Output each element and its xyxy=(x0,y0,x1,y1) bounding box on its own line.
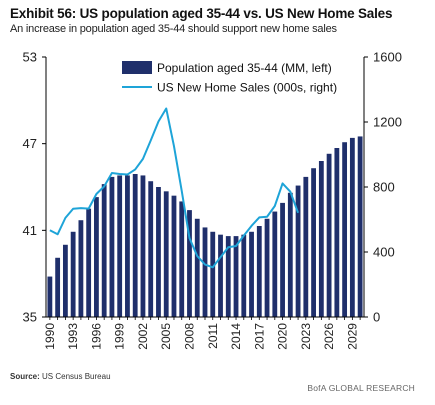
x-tick-label: 2005 xyxy=(159,323,173,350)
x-tick-label: 2023 xyxy=(299,323,313,350)
bar-1997 xyxy=(101,184,107,317)
bar-1996 xyxy=(94,197,99,317)
bar-2029 xyxy=(349,137,355,317)
bar-2004 xyxy=(156,187,161,317)
chart-axes: 35 41 47 53 0 400 800 1200 1600 1990 1993 1996 1999 2… xyxy=(23,50,402,350)
bar-1990 xyxy=(47,276,53,317)
x-tick-label: 1993 xyxy=(66,323,80,350)
x-tick-label: 2017 xyxy=(252,323,266,350)
x-tick-label: 2020 xyxy=(276,323,290,350)
y-left-tick-label: 53 xyxy=(23,50,37,65)
chart-title: Exhibit 56: US population aged 35-44 vs.… xyxy=(10,6,393,21)
x-tick-label: 2011 xyxy=(206,323,220,349)
y-right-tick-label: 1600 xyxy=(373,50,402,65)
source-note: Source: US Census Bureau xyxy=(10,372,111,381)
bar-2011 xyxy=(210,231,216,317)
chart-legend: Population aged 35-44 (MM, left) US New H… xyxy=(122,61,337,95)
legend-label-home-sales: US New Home Sales (000s, right) xyxy=(157,81,337,95)
source-text: US Census Bureau xyxy=(42,372,111,381)
bar-2030 xyxy=(357,136,363,317)
bar-2022 xyxy=(295,185,301,317)
bar-2003 xyxy=(148,181,154,317)
x-tick-label: 1996 xyxy=(89,323,103,350)
y-right-tick-label: 1200 xyxy=(373,115,402,130)
bar-1995 xyxy=(86,208,92,317)
bar-2002 xyxy=(140,175,146,317)
bar-2008 xyxy=(187,210,192,317)
bar-2026 xyxy=(326,153,332,317)
bar-2010 xyxy=(202,227,208,317)
bar-1998 xyxy=(109,176,115,317)
bar-2023 xyxy=(303,176,309,317)
x-tick-label: 2008 xyxy=(182,323,196,350)
x-tick-label: 2014 xyxy=(229,323,243,350)
bar-2021 xyxy=(287,192,293,317)
chart-subtitle: An increase in population aged 35-44 sho… xyxy=(10,23,337,35)
bar-2025 xyxy=(318,161,324,317)
bar-2006 xyxy=(171,195,177,317)
x-tick-label: 2026 xyxy=(322,323,336,350)
bar-2013 xyxy=(225,236,231,317)
line-series xyxy=(49,107,300,269)
bar-2009 xyxy=(194,218,200,317)
bar-1999 xyxy=(117,175,123,317)
bar-1993 xyxy=(70,231,76,317)
credit-text: BofA GLOBAL RESEARCH xyxy=(307,383,415,393)
x-tick-label: 1999 xyxy=(113,323,127,350)
bar-1992 xyxy=(62,244,68,317)
bar-2000 xyxy=(125,175,130,317)
chart-plot: 35 41 47 53 0 400 800 1200 1600 1990 1993 1996 1999 2… xyxy=(23,50,402,350)
y-right-tick-label: 800 xyxy=(373,180,395,195)
bar-2016 xyxy=(249,231,254,317)
y-left-tick-label: 35 xyxy=(23,310,37,325)
bar-1994 xyxy=(78,220,84,317)
legend-swatch-population xyxy=(122,61,152,74)
y-right-tick-label: 0 xyxy=(373,310,380,325)
y-left-tick-label: 47 xyxy=(23,136,37,151)
bar-2012 xyxy=(218,234,223,317)
bar-2007 xyxy=(179,201,185,317)
bar-2001 xyxy=(132,174,138,317)
bar-2020 xyxy=(280,202,285,317)
line-new-home-sales xyxy=(49,107,300,269)
x-tick-label: 1990 xyxy=(43,323,57,350)
bar-2014 xyxy=(233,236,239,317)
bar-2019 xyxy=(272,211,278,317)
x-tick-label: 2002 xyxy=(136,323,150,350)
bar-2005 xyxy=(163,191,169,317)
bar-2015 xyxy=(241,234,247,317)
bar-2027 xyxy=(334,148,340,317)
x-tick-label: 2029 xyxy=(345,323,359,350)
bar-2028 xyxy=(342,142,348,317)
y-left-tick-label: 41 xyxy=(23,223,37,238)
bar-2024 xyxy=(311,168,316,317)
legend-label-population: Population aged 35-44 (MM, left) xyxy=(157,61,332,75)
bar-series xyxy=(47,136,363,317)
y-right-tick-label: 400 xyxy=(373,245,395,260)
bar-2018 xyxy=(264,218,270,317)
bar-1991 xyxy=(55,257,61,317)
source-label: Source: xyxy=(10,372,40,381)
bar-2017 xyxy=(256,226,262,317)
